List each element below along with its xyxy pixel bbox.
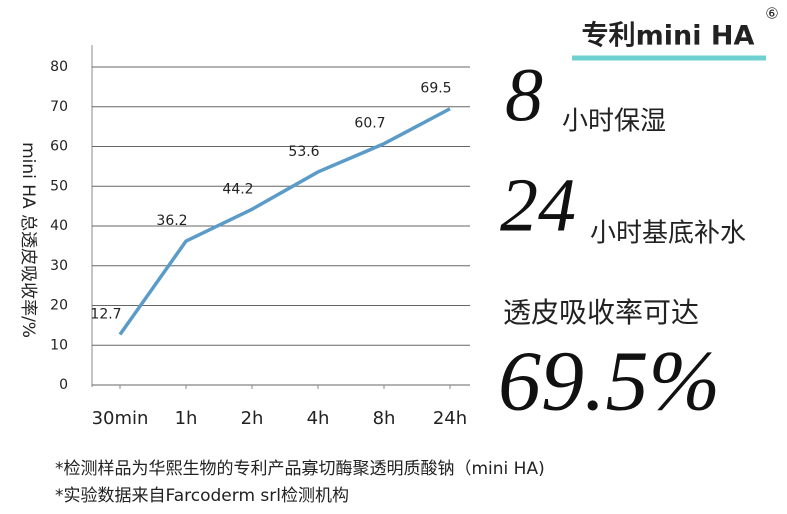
- y-tick-label: 60: [50, 139, 68, 155]
- y-tick-label: 40: [50, 218, 68, 234]
- value-label: 53.6: [288, 144, 319, 160]
- y-axis-label: mini HA 总透皮吸收率/%: [18, 142, 38, 338]
- value-label: 36.2: [156, 213, 187, 229]
- y-tick-label: 10: [50, 337, 68, 353]
- x-tick-label: 4h: [307, 408, 330, 429]
- y-tick-label: 0: [59, 377, 68, 393]
- badge-number: ⑥: [765, 5, 778, 23]
- line: [118, 107, 451, 336]
- y-tick-label: 20: [50, 298, 68, 314]
- x-tick-label: 8h: [373, 408, 396, 429]
- rate-text: 透皮吸收率可达: [503, 296, 699, 329]
- value-label: 69.5: [420, 81, 451, 97]
- claim-number: 8: [505, 53, 543, 137]
- value-label: 12.7: [90, 307, 121, 323]
- badge: 专利mini HA: [582, 21, 755, 52]
- y-tick-label: 80: [50, 59, 68, 75]
- rate: 69.5%: [498, 333, 720, 429]
- badge-box: [572, 20, 766, 56]
- claim-number: 24: [500, 163, 576, 247]
- footnote: *实验数据来自Farcoderm srl检测机构: [55, 486, 349, 506]
- value-label: 44.2: [222, 181, 253, 197]
- x-tick-label: 30min: [92, 408, 149, 429]
- footnote: *检测样品为华熙生物的专利产品寡切酶聚透明质酸钠（mini HA): [55, 459, 545, 479]
- value-label: 60.7: [354, 116, 385, 132]
- y-tick-label: 30: [50, 258, 68, 274]
- claim-text: 小时保湿: [562, 107, 666, 137]
- x-tick-label: 2h: [241, 408, 264, 429]
- y-tick-label: 50: [50, 178, 68, 194]
- x-tick-label: 1h: [175, 408, 198, 429]
- y-tick-label: 70: [50, 99, 68, 115]
- x-tick-label: 24h: [433, 408, 467, 429]
- claim-text: 小时基底补水: [590, 219, 746, 249]
